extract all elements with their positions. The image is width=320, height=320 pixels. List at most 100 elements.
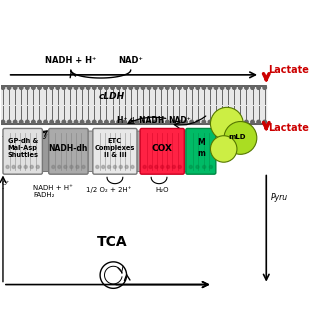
Circle shape xyxy=(74,86,78,89)
Circle shape xyxy=(129,120,132,124)
Circle shape xyxy=(80,86,84,89)
Circle shape xyxy=(119,165,122,169)
Circle shape xyxy=(38,86,41,89)
Circle shape xyxy=(211,107,243,140)
Circle shape xyxy=(233,86,236,89)
Circle shape xyxy=(172,86,175,89)
Circle shape xyxy=(178,120,181,124)
Circle shape xyxy=(6,165,9,169)
Circle shape xyxy=(245,86,248,89)
Circle shape xyxy=(227,86,230,89)
Circle shape xyxy=(125,165,128,169)
Circle shape xyxy=(92,86,96,89)
Circle shape xyxy=(36,165,39,169)
FancyBboxPatch shape xyxy=(3,128,42,174)
Circle shape xyxy=(74,120,78,124)
Circle shape xyxy=(1,120,5,124)
Circle shape xyxy=(50,120,53,124)
Circle shape xyxy=(220,86,224,89)
Circle shape xyxy=(62,120,66,124)
Circle shape xyxy=(123,86,126,89)
Circle shape xyxy=(214,86,218,89)
Circle shape xyxy=(202,120,205,124)
Circle shape xyxy=(26,86,29,89)
Circle shape xyxy=(99,120,102,124)
Circle shape xyxy=(209,165,212,169)
Circle shape xyxy=(99,86,102,89)
Circle shape xyxy=(56,86,60,89)
Circle shape xyxy=(82,165,85,169)
Circle shape xyxy=(155,165,158,169)
Circle shape xyxy=(7,86,11,89)
Circle shape xyxy=(196,120,199,124)
Circle shape xyxy=(178,86,181,89)
Circle shape xyxy=(86,120,90,124)
Circle shape xyxy=(111,120,114,124)
Circle shape xyxy=(135,120,139,124)
Circle shape xyxy=(190,120,193,124)
Text: mLD: mLD xyxy=(228,134,246,140)
Circle shape xyxy=(68,120,72,124)
Circle shape xyxy=(129,86,132,89)
Circle shape xyxy=(220,120,224,124)
Text: H⁺ + NADH: H⁺ + NADH xyxy=(116,116,164,125)
Circle shape xyxy=(159,86,163,89)
Circle shape xyxy=(149,165,152,169)
Circle shape xyxy=(30,165,33,169)
Circle shape xyxy=(44,86,47,89)
Circle shape xyxy=(131,165,134,169)
Text: NAD⁺: NAD⁺ xyxy=(118,56,143,65)
Circle shape xyxy=(108,165,111,169)
Circle shape xyxy=(211,136,237,162)
Circle shape xyxy=(70,165,73,169)
Circle shape xyxy=(263,86,267,89)
Text: NADH-dh: NADH-dh xyxy=(49,144,88,153)
Circle shape xyxy=(44,120,47,124)
Circle shape xyxy=(117,86,120,89)
Circle shape xyxy=(190,86,193,89)
Text: -: - xyxy=(2,186,4,191)
Circle shape xyxy=(172,165,175,169)
Circle shape xyxy=(224,122,257,154)
Text: NAD⁺: NAD⁺ xyxy=(168,116,191,125)
Circle shape xyxy=(80,120,84,124)
Text: ETC
Complexes
II & III: ETC Complexes II & III xyxy=(95,138,135,158)
Circle shape xyxy=(52,165,55,169)
Circle shape xyxy=(178,165,181,169)
FancyBboxPatch shape xyxy=(93,128,137,174)
Circle shape xyxy=(56,120,60,124)
Circle shape xyxy=(38,120,41,124)
Text: Lactate: Lactate xyxy=(268,124,309,133)
Circle shape xyxy=(105,120,108,124)
Circle shape xyxy=(64,165,67,169)
Circle shape xyxy=(203,165,206,169)
Circle shape xyxy=(184,86,187,89)
Circle shape xyxy=(13,120,17,124)
Circle shape xyxy=(208,120,212,124)
FancyBboxPatch shape xyxy=(41,131,50,172)
Text: M
m: M m xyxy=(197,139,205,158)
Text: O⁺: O⁺ xyxy=(2,181,10,186)
Circle shape xyxy=(251,120,254,124)
Circle shape xyxy=(165,86,169,89)
Circle shape xyxy=(32,86,35,89)
Circle shape xyxy=(143,165,146,169)
Circle shape xyxy=(123,120,126,124)
Circle shape xyxy=(13,86,17,89)
Circle shape xyxy=(20,86,23,89)
Circle shape xyxy=(62,86,66,89)
Text: Lactate: Lactate xyxy=(268,65,309,75)
Circle shape xyxy=(257,86,260,89)
Circle shape xyxy=(58,165,61,169)
FancyBboxPatch shape xyxy=(86,131,95,172)
Circle shape xyxy=(141,120,145,124)
Circle shape xyxy=(239,86,242,89)
Circle shape xyxy=(196,165,199,169)
Circle shape xyxy=(153,86,157,89)
Circle shape xyxy=(161,165,164,169)
Circle shape xyxy=(111,86,114,89)
Text: Pyru: Pyru xyxy=(271,193,288,202)
FancyBboxPatch shape xyxy=(183,131,188,172)
Text: TCA: TCA xyxy=(96,235,127,249)
FancyBboxPatch shape xyxy=(186,128,216,174)
